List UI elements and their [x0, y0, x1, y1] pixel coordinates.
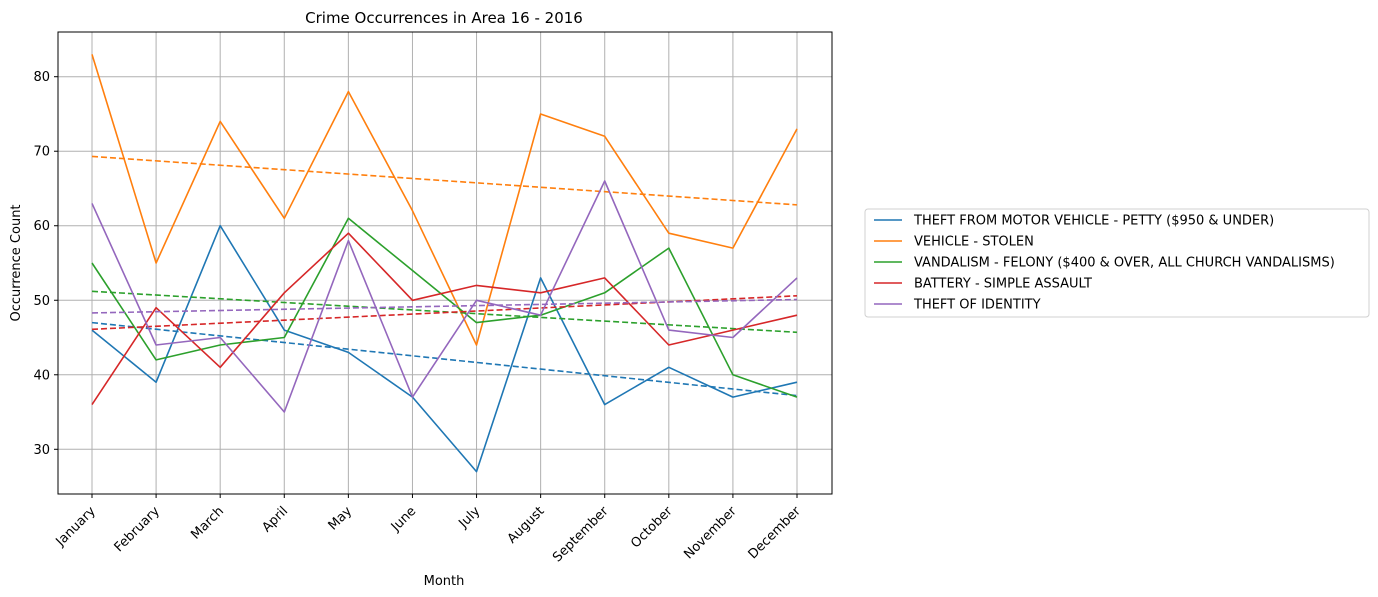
x-tick-label: December — [746, 503, 805, 562]
x-tick-label: August — [505, 504, 548, 547]
chart-title: Crime Occurrences in Area 16 - 2016 — [305, 9, 583, 27]
x-tick-label: September — [550, 503, 612, 565]
series-layer — [91, 54, 798, 473]
y-tick-label: 80 — [33, 70, 50, 85]
x-tick-label: October — [628, 503, 676, 551]
legend: THEFT FROM MOTOR VEHICLE - PETTY ($950 &… — [864, 208, 1370, 318]
series-line — [91, 54, 798, 346]
legend-label: VANDALISM - FELONY ($400 & OVER, ALL CHU… — [914, 256, 1335, 271]
legend-label: VEHICLE - STOLEN — [914, 235, 1034, 250]
legend-label: BATTERY - SIMPLE ASSAULT — [914, 277, 1092, 292]
y-tick-label: 30 — [33, 443, 50, 458]
trend-line — [91, 155, 798, 206]
x-tick-label: January — [53, 504, 99, 550]
series-line — [91, 180, 798, 413]
y-axis-label: Occurrence Count — [9, 204, 24, 321]
y-tick-label: 70 — [33, 145, 50, 160]
x-tick-label: November — [681, 503, 740, 562]
x-ticks: January February March April May June July Augu… — [53, 494, 805, 565]
trend-line — [91, 321, 798, 397]
series-line — [91, 217, 798, 398]
legend-box — [864, 208, 1370, 318]
y-tick-label: 50 — [33, 294, 50, 309]
x-tick-label: June — [388, 504, 419, 535]
grid — [58, 32, 832, 494]
legend-label: THEFT FROM MOTOR VEHICLE - PETTY ($950 &… — [913, 214, 1274, 229]
y-tick-label: 40 — [33, 368, 50, 383]
legend-label: THEFT OF IDENTITY — [913, 298, 1041, 313]
x-axis-label: Month — [424, 574, 465, 589]
x-tick-label: May — [326, 504, 356, 534]
plot-frame — [57, 31, 833, 495]
y-tick-label: 60 — [33, 219, 50, 234]
x-tick-label: July — [456, 504, 484, 532]
series-line — [91, 224, 798, 473]
x-tick-label: February — [112, 504, 164, 556]
x-tick-label: March — [188, 504, 227, 543]
series-line — [91, 232, 798, 406]
trend-line — [91, 298, 798, 314]
x-tick-label: April — [259, 504, 291, 536]
y-ticks: 30 40 50 60 70 80 — [33, 70, 58, 458]
